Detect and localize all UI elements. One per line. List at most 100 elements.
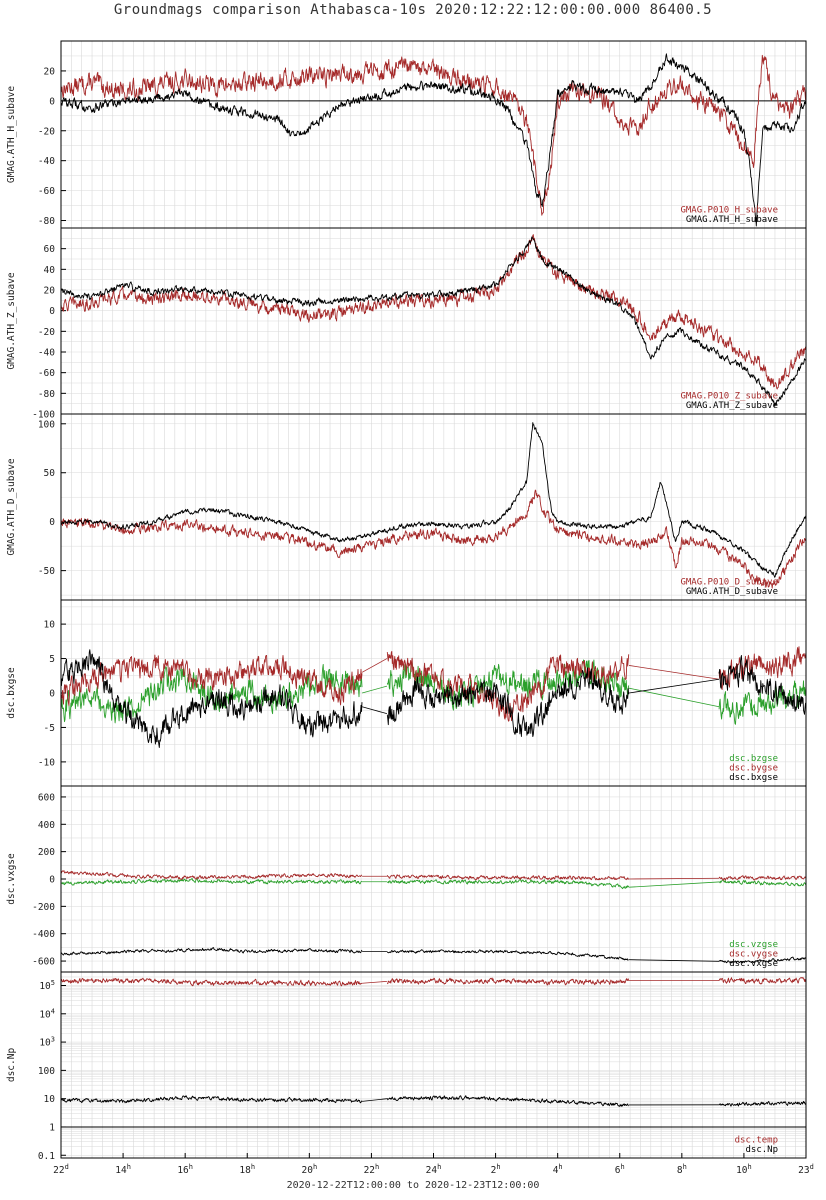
series-gap-connector-dsc.vxgse: [629, 959, 720, 962]
y-tick-label: 200: [38, 847, 55, 858]
y-tick-label: 20: [44, 66, 56, 77]
series-gap-connector-dsc.bzgse: [361, 685, 388, 694]
y-tick-label: -60: [38, 186, 55, 197]
legend-entry: GMAG.P010_H_subave: [680, 206, 778, 216]
y-tick-label: 1: [49, 1122, 55, 1133]
legend-entry: GMAG.P010_D_subave: [680, 578, 778, 588]
legend-entry: dsc.bygse: [729, 764, 778, 774]
legend-entry: GMAG.ATH_D_subave: [686, 587, 778, 597]
series-line-dsc.Np: [718, 1100, 807, 1107]
x-tick-label: 16h: [177, 1163, 193, 1176]
series-line-dsc.bxgse: [386, 667, 630, 738]
y-tick-label: 0: [49, 517, 55, 528]
y-tick-label: 0: [49, 689, 55, 700]
y-tick-label: 60: [44, 244, 56, 255]
y-tick-label: -20: [38, 126, 55, 137]
y-tick-label: -10: [38, 757, 55, 768]
y-axis-label: dsc.Np: [6, 1048, 17, 1083]
x-tick-label: 2h: [491, 1163, 501, 1176]
series-line-dsc.vxgse: [60, 947, 363, 956]
y-tick-label: 10: [44, 620, 56, 631]
y-tick-label: 20: [44, 286, 56, 297]
series-gap-connector-dsc.bzgse: [628, 687, 720, 708]
y-tick-label: 40: [44, 265, 56, 276]
y-tick-label: 100: [38, 419, 55, 430]
y-tick-label: 50: [44, 468, 56, 479]
legend-entry: dsc.temp: [735, 1136, 778, 1146]
legend-entry: GMAG.ATH_H_subave: [686, 215, 778, 225]
series-line-GMAG.P010_Z_subave: [60, 234, 807, 390]
y-axis-label: GMAG.ATH_H_subave: [6, 86, 17, 184]
legend-entry: dsc.vygse: [729, 950, 778, 960]
y-tick-label: -50: [38, 566, 55, 577]
series-line-GMAG.ATH_Z_subave: [60, 236, 807, 407]
legend-entry: GMAG.P010_Z_subave: [680, 392, 778, 402]
y-tick-label: -40: [38, 156, 55, 167]
y-tick-label: 103: [39, 1036, 55, 1049]
x-tick-label: 22d: [53, 1163, 69, 1176]
series-gap-connector-dsc.bygse: [629, 665, 720, 680]
y-axis-label: dsc.vxgse: [6, 853, 17, 905]
series-gap-connector-dsc.Np: [362, 1098, 387, 1102]
y-tick-label: -40: [38, 348, 55, 359]
y-tick-label: -60: [38, 368, 55, 379]
y-tick-label: -600: [32, 957, 55, 968]
series-line-dsc.vxgse: [718, 956, 807, 964]
y-axis-label: dsc.bxgse: [6, 667, 17, 719]
x-tick-label: 6h: [615, 1163, 625, 1176]
y-tick-label: 0: [49, 96, 55, 107]
y-tick-label: 400: [38, 820, 55, 831]
x-tick-label: 18h: [239, 1163, 255, 1176]
x-tick-label: 10h: [736, 1163, 752, 1176]
legend-entry: dsc.bzgse: [729, 754, 778, 764]
series-line-dsc.vygse: [60, 870, 363, 880]
y-tick-label: 0: [49, 306, 55, 317]
time-range-footer: 2020-12-22T12:00:00 to 2020-12-23T12:00:…: [286, 1180, 540, 1191]
series-line-dsc.vzgse: [387, 879, 630, 890]
y-tick-label: -80: [38, 389, 55, 400]
series-gap-connector-dsc.temp: [362, 980, 387, 984]
y-tick-label: -5: [44, 723, 55, 734]
series-line-dsc.bygse: [718, 646, 807, 691]
series-line-dsc.vxgse: [386, 949, 629, 961]
series-line-GMAG.ATH_H_subave: [60, 53, 807, 227]
y-tick-label: -100: [32, 410, 55, 421]
series-line-dsc.bxgse: [60, 649, 363, 748]
series-gap-connector-dsc.vzgse: [629, 881, 720, 888]
y-tick-label: 105: [39, 979, 55, 992]
y-tick-label: 0.1: [38, 1151, 55, 1162]
series-line-dsc.temp: [718, 977, 807, 985]
y-tick-label: -400: [32, 929, 55, 940]
y-axis-label: GMAG.ATH_D_subave: [6, 458, 17, 556]
series-line-dsc.bxgse: [718, 655, 807, 715]
y-tick-label: 104: [39, 1007, 55, 1020]
series-line-GMAG.P010_D_subave: [60, 489, 807, 589]
series-line-dsc.temp: [386, 977, 630, 986]
y-tick-label: 5: [49, 654, 55, 665]
x-tick-label: 4h: [553, 1163, 563, 1176]
y-tick-label: 0: [49, 875, 55, 886]
series-line-dsc.vygse: [718, 875, 807, 881]
series-line-dsc.vygse: [386, 874, 630, 881]
x-tick-label: 22h: [364, 1163, 380, 1176]
legend-entry: dsc.bxgse: [729, 773, 778, 783]
legend-entry: dsc.Np: [745, 1145, 778, 1155]
series-line-dsc.vzgse: [60, 877, 363, 886]
series-line-dsc.bygse: [60, 654, 363, 706]
legend-entry: GMAG.ATH_Z_subave: [686, 401, 778, 411]
series-line-dsc.Np: [386, 1095, 629, 1107]
y-tick-label: -200: [32, 902, 55, 913]
y-axis-label: GMAG.ATH_Z_subave: [6, 272, 17, 370]
x-tick-label: 23d: [798, 1163, 814, 1176]
series-gap-connector-dsc.bxgse: [361, 706, 388, 715]
legend-entry: dsc.vzgse: [729, 940, 778, 950]
x-tick-label: 14h: [115, 1163, 131, 1176]
series-gap-connector-dsc.bygse: [361, 658, 388, 673]
y-tick-label: 10: [44, 1094, 56, 1105]
chart-title: Groundmags comparison Athabasca-10s 2020…: [113, 2, 713, 18]
series-line-dsc.Np: [60, 1095, 363, 1104]
x-tick-label: 8h: [677, 1163, 687, 1176]
series-line-GMAG.ATH_D_subave: [60, 422, 807, 578]
series-line-GMAG.P010_H_subave: [60, 54, 807, 216]
